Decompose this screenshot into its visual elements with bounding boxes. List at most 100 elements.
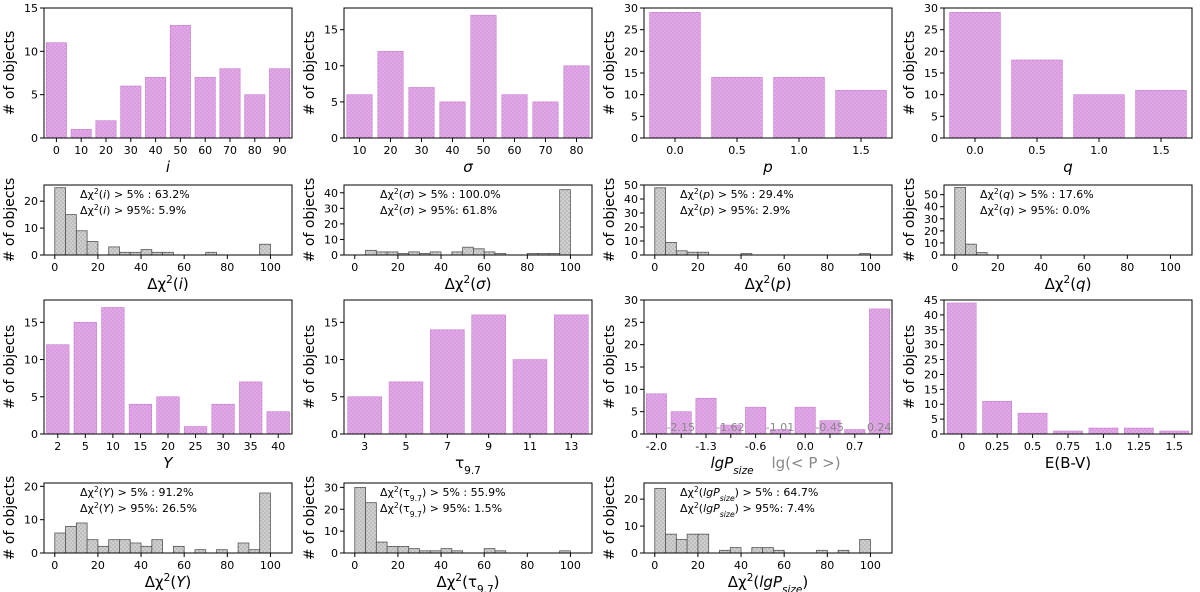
xtick-label-Y-3: 15	[133, 440, 147, 453]
ylabel-i: # of objects	[2, 31, 18, 116]
xtick-label-dchi_Y-5: 100	[260, 559, 281, 572]
xtick-label-dchi_q-0: 0	[951, 261, 958, 274]
xtick-label-dchi_tau-3: 60	[477, 559, 491, 572]
bar-sigma-4	[470, 14, 497, 139]
bar-Y-1	[73, 322, 97, 435]
xtick-label-sigma-2: 30	[415, 144, 429, 157]
bar-dchi_Y-1	[65, 525, 77, 554]
ytick-label-dchi_lgP-0: 0	[631, 547, 638, 560]
xlabel-dchi_q: Δχ2(q)	[1045, 274, 1092, 293]
bar-sigma-3	[439, 101, 466, 139]
xtick-label-dchi_i-2: 40	[134, 261, 148, 274]
xtick-label-tau-5: 13	[564, 440, 578, 453]
bar-i-5	[169, 25, 191, 139]
xlabel-aux-lgP: lg(< P >)	[771, 454, 840, 472]
xtick-label-tau-1: 5	[403, 440, 410, 453]
xtick-label-dchi_Y-4: 80	[220, 559, 234, 572]
xtick-label-q-1: 0.5	[1028, 144, 1046, 157]
xtick-label-lgP-0: -2.0	[646, 440, 667, 453]
bar-i-8	[244, 94, 266, 139]
xlabel-ebv: E(B-V)	[1045, 454, 1091, 472]
ylabel-dchi_Y: # of objects	[2, 476, 18, 561]
bar-ebv-0	[946, 302, 977, 435]
xtick-label-dchi_q-4: 80	[1120, 261, 1134, 274]
xtick-label-dchi_tau-5: 100	[560, 559, 581, 572]
xtick-label-lgP-8: 0.7	[846, 440, 864, 453]
bar-dchi_tau-4	[397, 546, 410, 554]
ytick-label-dchi_p-0: 0	[631, 249, 638, 262]
bar-dchi_sigma-9	[472, 248, 485, 256]
bar-dchi_q-1	[965, 243, 977, 256]
xtick-label-i-2: 20	[99, 144, 113, 157]
xtick-label-dchi_i-1: 20	[91, 261, 105, 274]
xtick-label-i-6: 60	[198, 144, 212, 157]
bar-sigma-7	[563, 65, 590, 139]
bar-ebv-5	[1124, 427, 1154, 435]
ytick-label-ebv-2: 10	[924, 398, 938, 411]
bar-dchi_p-0	[654, 187, 666, 256]
bar-dchi_i-0	[54, 187, 66, 256]
aux-label-lgP-1: -1.62	[716, 421, 744, 434]
xtick-label-sigma-0: 10	[353, 144, 367, 157]
ytick-label-dchi_tau-0: 0	[331, 547, 338, 560]
bar-p-3	[835, 90, 887, 139]
ylabel-dchi_i: # of objects	[2, 178, 18, 263]
xtick-label-dchi_lgP-3: 60	[777, 559, 791, 572]
xtick-label-p-3: 1.5	[852, 144, 870, 157]
xtick-label-ebv-4: 1.0	[1095, 440, 1113, 453]
panel-sigma: 0 5 10 15 10 20 30 40 50 60 70 80 # of objects σ	[302, 7, 593, 176]
xtick-label-dchi_i-3: 60	[177, 261, 191, 274]
ytick-label-q-3: 15	[924, 67, 938, 80]
xtick-label-ebv-2: 0.5	[1024, 440, 1042, 453]
xtick-label-dchi_lgP-4: 80	[820, 559, 834, 572]
ytick-label-p-2: 10	[624, 89, 638, 102]
ytick-label-lgP-2: 10	[624, 383, 638, 396]
ytick-label-p-6: 30	[624, 2, 638, 15]
aux-label-lgP-0: -2.15	[667, 421, 695, 434]
xtick-label-sigma-4: 50	[477, 144, 491, 157]
axes-frame-dchi_q	[943, 184, 1193, 256]
ytick-label-i-2: 10	[24, 45, 38, 58]
ylabel-p: # of objects	[602, 31, 618, 116]
ylabel-dchi_q: # of objects	[902, 178, 918, 263]
xtick-label-lgP-6: 0.0	[796, 440, 814, 453]
bar-sigma-1	[377, 51, 404, 139]
ytick-label-q-6: 30	[924, 2, 938, 15]
xtick-label-dchi_sigma-2: 40	[434, 261, 448, 274]
xlabel-dchi_tau: Δχ2(τ9.7)	[436, 572, 499, 592]
bar-dchi_lgP-6	[729, 547, 742, 554]
ytick-label-sigma-1: 5	[331, 96, 338, 109]
bar-i-3	[120, 85, 142, 139]
ytick-label-ebv-1: 5	[931, 413, 938, 426]
xtick-label-dchi_i-0: 0	[51, 261, 58, 274]
ytick-label-dchi_Y-1: 10	[24, 514, 38, 527]
bar-i-7	[219, 68, 241, 139]
ytick-label-dchi_Y-0: 0	[31, 547, 38, 560]
xtick-label-i-8: 80	[248, 144, 262, 157]
xlabel-dchi_lgP: Δχ2(lgPsize)	[728, 572, 808, 592]
panel-dchi_Y: 0 10 20 0 20 40 60 80 100 # of objects Δχ2(Y) Δχ2(Y…	[2, 476, 293, 591]
ytick-label-lgP-5: 25	[624, 316, 638, 329]
bar-dchi_q-0	[954, 187, 966, 256]
xlabel-tau: τ9.7	[455, 454, 481, 477]
panel-dchi_lgP: 0 10 20 0 20 40 60 80 100 # of objects Δχ2(lgPsize…	[602, 476, 893, 592]
xtick-label-sigma-1: 20	[384, 144, 398, 157]
ytick-label-dchi_sigma-3: 30	[324, 202, 338, 215]
bar-lgP-4	[745, 406, 767, 435]
bar-dchi_p-1	[665, 241, 677, 256]
annotation-dchi_tau-0: Δχ2(τ9.7) > 5% : 55.9%	[380, 485, 506, 503]
bar-ebv-4	[1088, 427, 1119, 435]
xtick-label-dchi_p-5: 100	[860, 261, 881, 274]
axes-frame-dchi_sigma	[343, 184, 593, 256]
xtick-label-tau-0: 3	[361, 440, 368, 453]
xtick-label-i-1: 10	[74, 144, 88, 157]
ylabel-dchi_lgP: # of objects	[602, 476, 618, 561]
bar-dchi_sigma-8	[462, 246, 474, 256]
bar-lgP-6	[794, 406, 816, 435]
ytick-label-ebv-3: 15	[924, 383, 938, 396]
xtick-label-i-0: 0	[53, 144, 60, 157]
annotation-dchi_lgP-1: Δχ2(lgPsize) > 95%: 7.4%	[680, 501, 815, 519]
ytick-label-p-3: 15	[624, 67, 638, 80]
xtick-label-Y-2: 10	[106, 440, 120, 453]
